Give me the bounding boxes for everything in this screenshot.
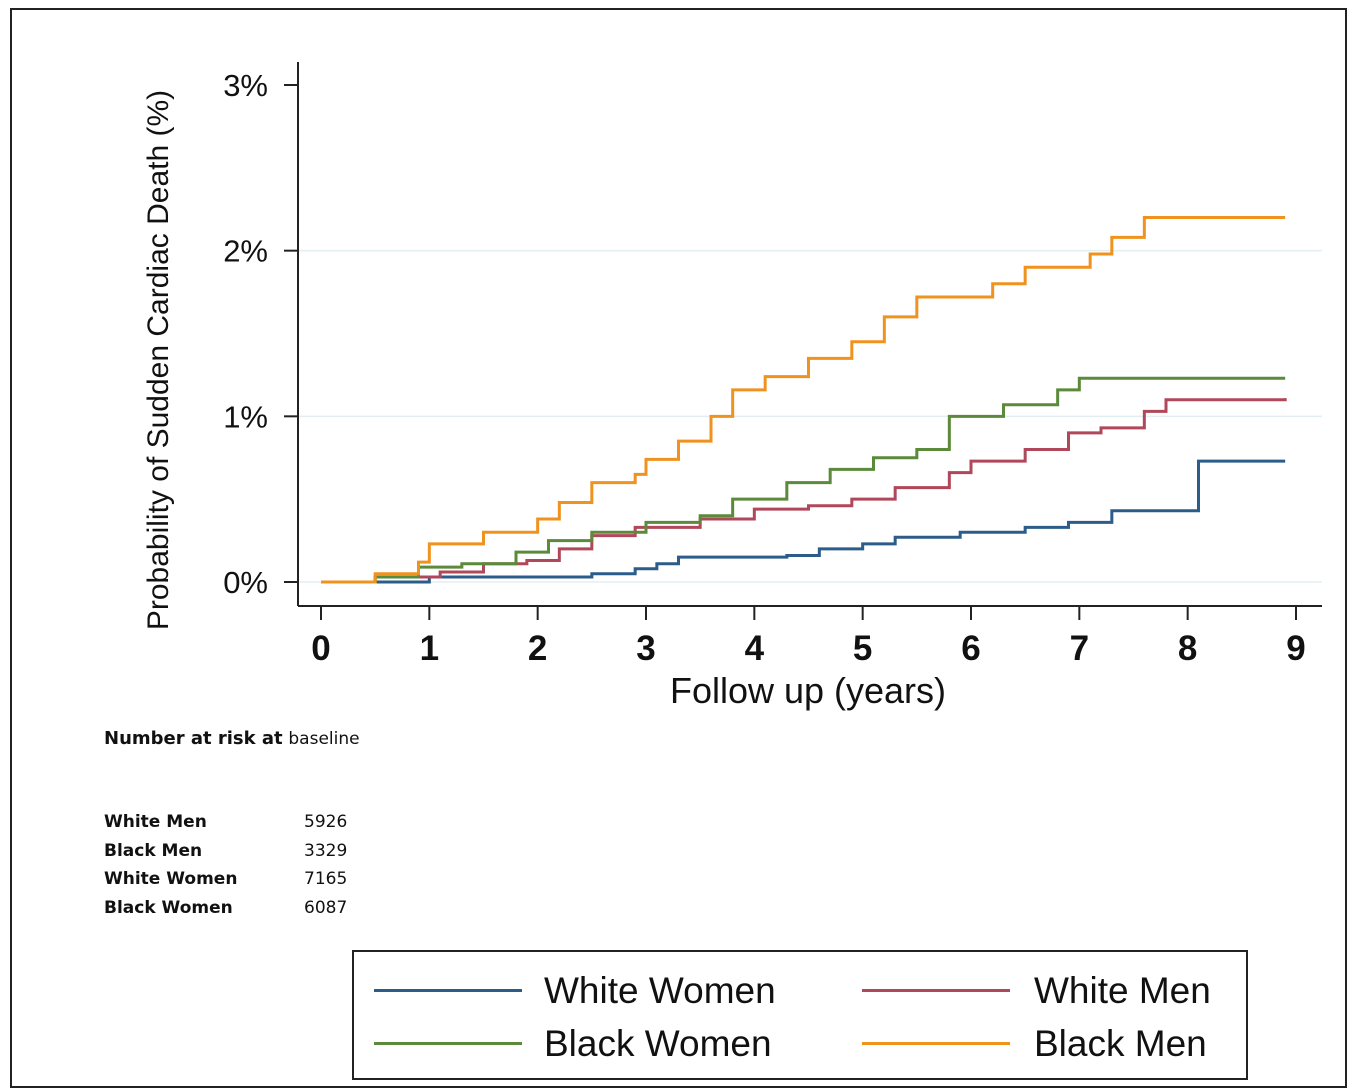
risk-group: White Women: [104, 869, 304, 889]
risk-group: Black Men: [104, 841, 304, 861]
x-tick-label: 0: [311, 629, 330, 668]
legend-swatch-black-women: [374, 1042, 522, 1045]
x-tick-label: 6: [961, 629, 980, 668]
x-axis-label: Follow up (years): [670, 670, 946, 711]
x-tick-label: 8: [1178, 629, 1197, 668]
y-tick-label: 2%: [223, 234, 268, 269]
x-tick-label: 2: [528, 629, 547, 668]
risk-count: 5926: [304, 812, 347, 832]
legend-label-black-men: Black Men: [1034, 1023, 1207, 1065]
legend-swatch-white-men: [862, 989, 1010, 992]
series-line-black-men: [321, 218, 1285, 582]
km-chart: 0% 1% 2% 3% 0 1 2 3 4 5 6 7 8 9 Follow up (years) Pro…: [0, 0, 1353, 720]
x-tick-label: 7: [1070, 629, 1089, 668]
legend-label-white-women: White Women: [544, 970, 776, 1012]
x-tick-label: 5: [853, 629, 872, 668]
series-line-black-women: [321, 378, 1285, 582]
x-tick-label: 1: [420, 629, 439, 668]
risk-count: 3329: [304, 841, 347, 861]
legend-label-black-women: Black Women: [544, 1023, 772, 1065]
series-layer: [321, 218, 1285, 582]
legend-swatch-black-men: [862, 1042, 1010, 1045]
risk-row: Black Men 3329: [104, 841, 347, 861]
legend-swatch-white-women: [374, 989, 522, 992]
risk-count: 6087: [304, 898, 347, 918]
risk-count: 7165: [304, 869, 347, 889]
risk-heading-sub: baseline: [288, 729, 359, 749]
y-tick-label: 0%: [223, 565, 268, 600]
chart-legend: White Women White Men Black Women Black …: [352, 950, 1248, 1080]
y-tick-label: 1%: [223, 399, 268, 434]
grid-layer: [298, 251, 1322, 582]
y-axis-label: Probability of Sudden Cardiac Death (%): [142, 90, 175, 630]
risk-row: Black Women 6087: [104, 898, 347, 918]
risk-group: Black Women: [104, 898, 304, 918]
x-tick-label: 3: [636, 629, 655, 668]
risk-heading-text: Number at risk at: [104, 728, 283, 749]
x-tick-label: 9: [1286, 629, 1305, 668]
y-tick-label: 3%: [223, 68, 268, 103]
risk-table-heading: Number at risk at baseline: [104, 728, 360, 749]
risk-row: White Men 5926: [104, 812, 347, 832]
x-tick-label: 4: [745, 629, 765, 668]
risk-group: White Men: [104, 812, 304, 832]
risk-row: White Women 7165: [104, 869, 347, 889]
legend-label-white-men: White Men: [1034, 970, 1211, 1012]
